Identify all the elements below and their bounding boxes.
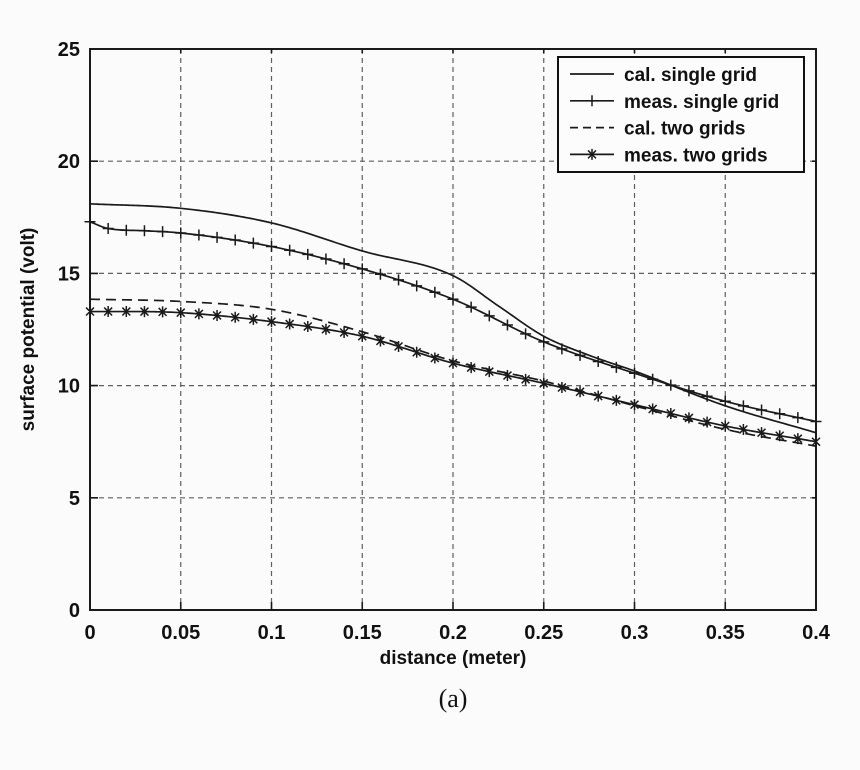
svg-text:0: 0 xyxy=(84,622,95,644)
legend-box xyxy=(557,56,805,173)
legend-plus-marker xyxy=(586,95,598,107)
legend-label: meas. single grid xyxy=(624,92,779,113)
legend-item-cal-single-grid: cal. single grid xyxy=(570,65,757,86)
svg-text:10: 10 xyxy=(58,376,80,398)
svg-text:0.4: 0.4 xyxy=(802,622,831,644)
legend: cal. single grid meas. single grid cal. tw… xyxy=(557,56,805,173)
svg-text:0.25: 0.25 xyxy=(524,622,563,644)
legend-item-cal-two-grids: cal. two grids xyxy=(570,119,745,140)
svg-text:0.15: 0.15 xyxy=(343,622,382,644)
legend-label: cal. single grid xyxy=(624,65,757,86)
legend-label: meas. two grids xyxy=(624,145,768,166)
svg-text:5: 5 xyxy=(69,488,80,510)
axis-ticks xyxy=(89,48,817,611)
x-axis-label: distance (meter) xyxy=(380,648,527,669)
y-axis-label: surface potential (volt) xyxy=(18,228,39,432)
svg-text:0.3: 0.3 xyxy=(621,622,649,644)
svg-text:25: 25 xyxy=(58,39,80,61)
x-tick-labels: 0 0.05 0.1 0.15 0.2 0.25 0.3 0.35 0.4 xyxy=(84,622,830,644)
series-meas-single-grid xyxy=(84,216,822,427)
figure-caption: (a) xyxy=(438,684,468,713)
legend-item-meas-two-grids: meas. two grids xyxy=(570,145,768,166)
svg-text:20: 20 xyxy=(58,151,80,173)
svg-text:0.1: 0.1 xyxy=(258,622,286,644)
svg-text:0.2: 0.2 xyxy=(439,622,467,644)
series-cal-single-grid xyxy=(89,202,817,434)
svg-text:0.35: 0.35 xyxy=(706,622,745,644)
svg-text:15: 15 xyxy=(58,263,80,285)
legend-item-meas-single-grid: meas. single grid xyxy=(570,92,779,113)
y-tick-labels: 0 5 10 15 20 25 xyxy=(58,39,80,622)
legend-asterisk-marker xyxy=(587,148,597,160)
axes-box xyxy=(89,48,817,611)
legend-label: cal. two grids xyxy=(624,119,745,140)
svg-text:0.05: 0.05 xyxy=(161,622,200,644)
svg-text:0: 0 xyxy=(69,600,80,622)
